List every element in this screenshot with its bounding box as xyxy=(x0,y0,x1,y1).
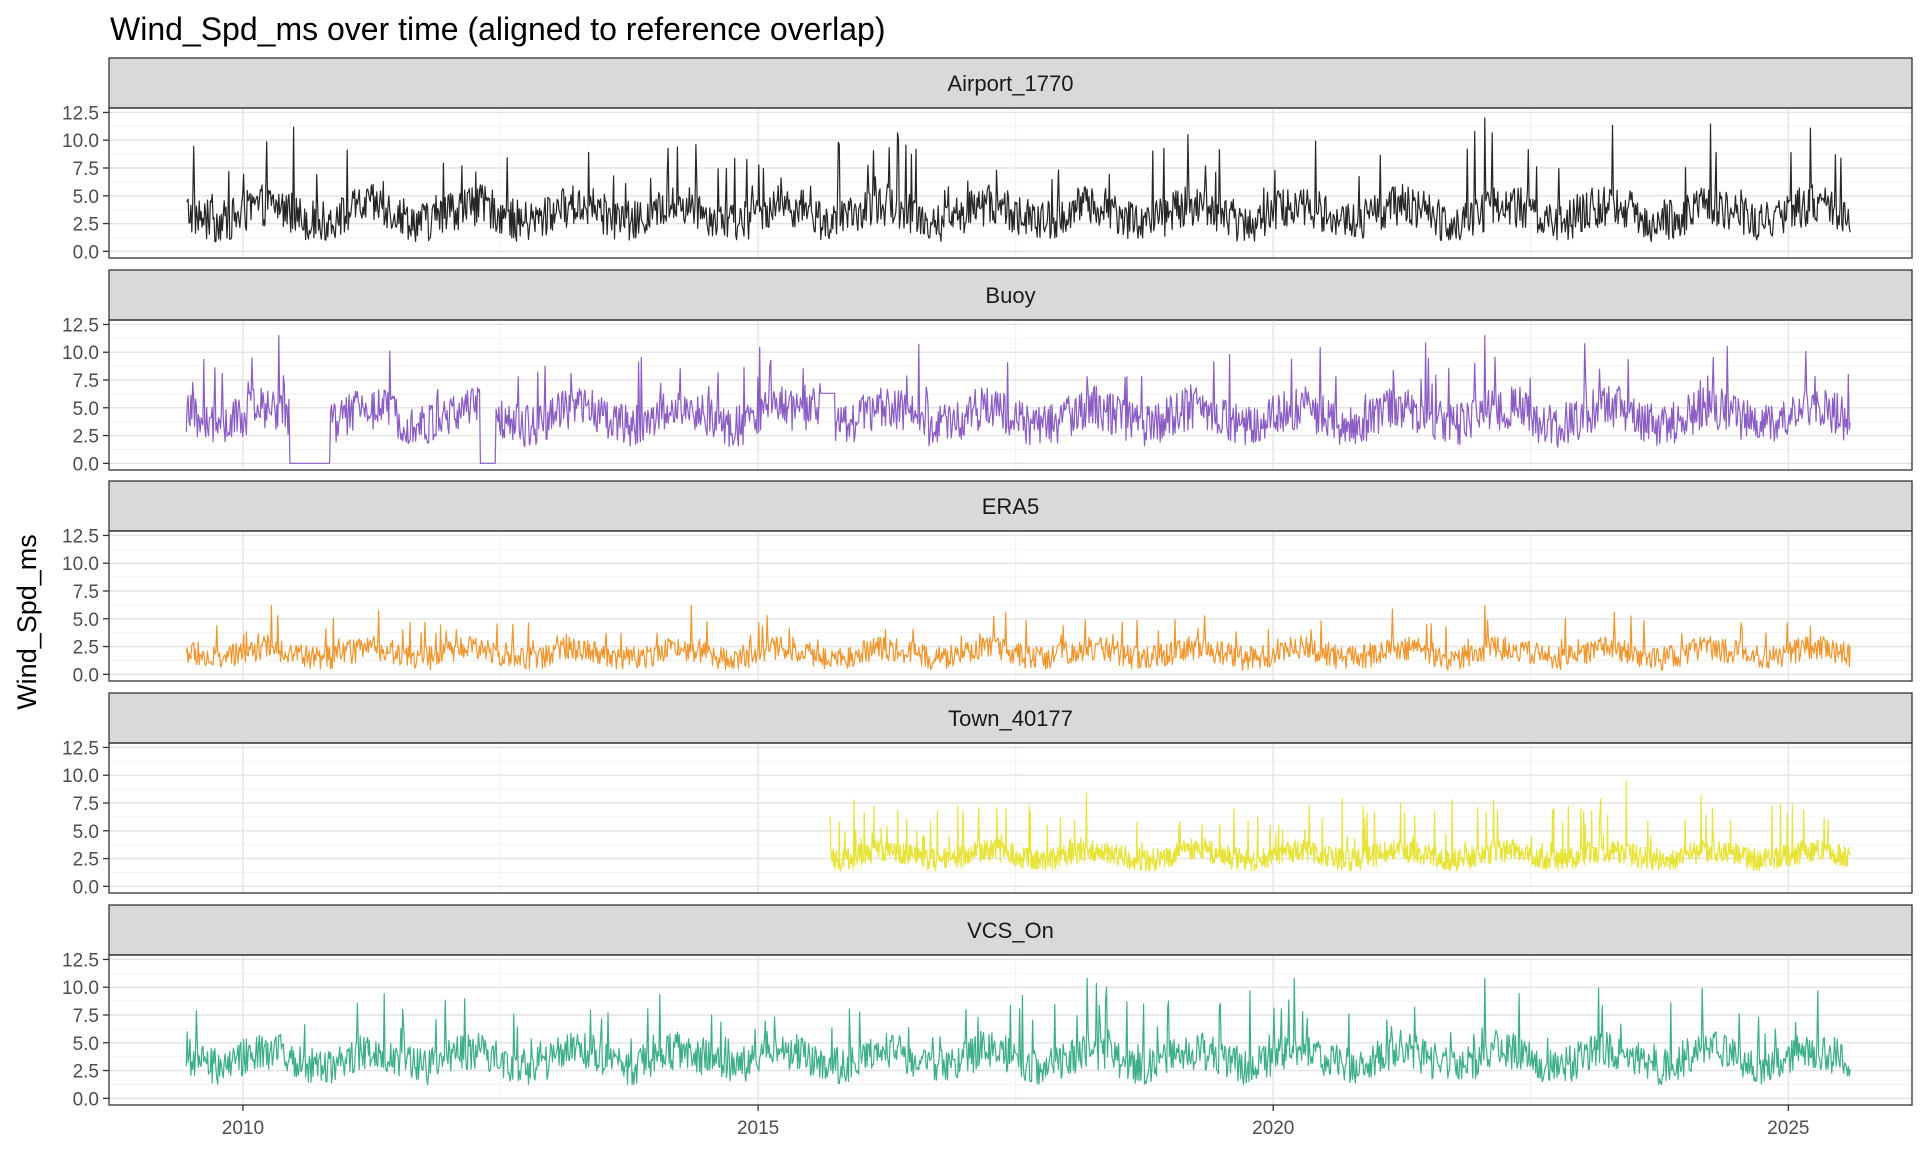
y-tick-label: 0.0 xyxy=(73,454,99,475)
facet-strip xyxy=(108,480,1913,532)
y-tick-label: 7.5 xyxy=(73,159,99,180)
y-tick-label: 0.0 xyxy=(73,242,99,263)
y-tick-label: 10.0 xyxy=(62,343,99,364)
y-tick-label: 5.0 xyxy=(73,399,99,420)
panel-vcs-on: VCS_On 0.0 2.5 5.0 7.5 10.0 12.5 xyxy=(62,904,1913,1110)
facet-strip xyxy=(108,57,1913,109)
y-tick-label: 5.0 xyxy=(73,1034,99,1055)
x-tick-label: 2010 xyxy=(222,1118,264,1139)
y-tick-label: 7.5 xyxy=(73,794,99,815)
y-tick-label: 10.0 xyxy=(62,766,99,787)
facet-strip-label: Airport_1770 xyxy=(948,71,1074,96)
y-tick-label: 2.5 xyxy=(73,638,99,659)
y-tick-label: 10.0 xyxy=(62,978,99,999)
y-tick-label: 12.5 xyxy=(62,526,99,547)
x-tick-label: 2025 xyxy=(1767,1118,1809,1139)
y-tick-label: 12.5 xyxy=(62,738,99,759)
y-tick-label: 7.5 xyxy=(73,371,99,392)
panel-border xyxy=(108,107,1913,259)
y-tick-label: 12.5 xyxy=(62,103,99,124)
y-tick-label: 0.0 xyxy=(73,877,99,898)
y-tick-label: 12.5 xyxy=(62,315,99,336)
y-tick-label: 10.0 xyxy=(62,131,99,152)
series-line-town-40177 xyxy=(829,780,1851,872)
panel-town-40177: Town_40177 0.0 2.5 5.0 7.5 10.0 12.5 xyxy=(62,692,1913,898)
series-line-era5 xyxy=(185,604,1851,671)
panel-airport-1770: Airport_1770 0.0 2.5 5.0 7.5 10.0 12.5 xyxy=(62,57,1913,263)
y-tick-label: 7.5 xyxy=(73,582,99,603)
y-tick-label: 2.5 xyxy=(73,850,99,871)
y-tick-label: 0.0 xyxy=(73,665,99,686)
facet-panels: Airport_1770 0.0 2.5 5.0 7.5 10.0 12.5 Buoy 0.0 2… xyxy=(62,57,1913,1110)
panel-border xyxy=(108,530,1913,682)
y-tick-label: 5.0 xyxy=(73,822,99,843)
y-tick-label: 2.5 xyxy=(73,215,99,236)
y-tick-label: 12.5 xyxy=(62,950,99,971)
panel-buoy: Buoy 0.0 2.5 5.0 7.5 10.0 12.5 xyxy=(62,269,1913,475)
y-tick-label: 2.5 xyxy=(73,427,99,448)
panel-border xyxy=(108,319,1913,471)
facet-strip-label: Buoy xyxy=(985,283,1035,308)
x-tick-label: 2020 xyxy=(1252,1118,1294,1139)
panel-era5: ERA5 0.0 2.5 5.0 7.5 10.0 12.5 xyxy=(62,480,1913,686)
y-tick-label: 5.0 xyxy=(73,610,99,631)
facet-strip xyxy=(108,904,1913,956)
y-tick-label: 7.5 xyxy=(73,1006,99,1027)
facet-strip-label: VCS_On xyxy=(967,918,1054,943)
chart-title: Wind_Spd_ms over time (aligned to refere… xyxy=(110,11,885,47)
y-axis-label: Wind_Spd_ms xyxy=(12,534,42,710)
series-line-airport-1770 xyxy=(185,117,1851,243)
series-line-buoy xyxy=(185,335,1851,464)
panel-border xyxy=(108,742,1913,894)
facet-strip-label: ERA5 xyxy=(982,494,1039,519)
x-axis: 2010 2015 2020 2025 xyxy=(222,1105,1810,1139)
facet-strip-label: Town_40177 xyxy=(948,706,1073,731)
y-tick-label: 10.0 xyxy=(62,554,99,575)
y-tick-label: 0.0 xyxy=(73,1089,99,1110)
x-tick-label: 2015 xyxy=(737,1118,779,1139)
y-tick-label: 5.0 xyxy=(73,187,99,208)
series-line-vcs-on xyxy=(185,977,1851,1086)
y-tick-label: 2.5 xyxy=(73,1062,99,1083)
panel-border xyxy=(108,954,1913,1106)
